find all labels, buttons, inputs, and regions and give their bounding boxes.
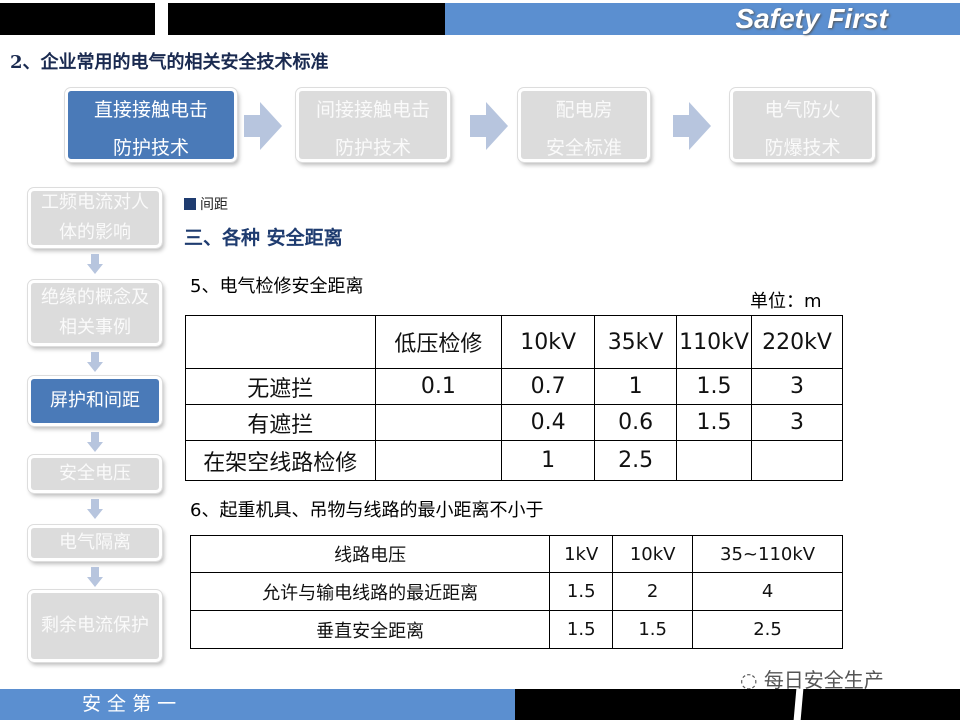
table-cell: 1.5 <box>676 404 753 441</box>
banner: Safety First <box>445 3 960 35</box>
down-arrow-icon <box>87 254 103 276</box>
column-header: 10kV <box>501 315 596 369</box>
footer-black <box>515 689 960 720</box>
table-cell: 3 <box>751 404 843 441</box>
table-cell: 允许与输电线路的最近距离 <box>189 572 551 611</box>
column-header: 220kV <box>751 315 843 369</box>
table-row: 无遮拦 0.1 0.7 1 1.5 3 <box>185 368 843 405</box>
down-arrow-icon <box>87 432 103 454</box>
process-line1: 电气防火 <box>764 99 841 121</box>
table-cell: 2.5 <box>594 440 678 481</box>
table-cell: 1 <box>594 368 678 405</box>
column-header: 35~110kV <box>692 535 843 573</box>
sidebar-item[interactable]: 电气隔离 <box>27 524 163 562</box>
process-line2: 防护技术 <box>112 137 189 159</box>
top-bar-black-mid <box>168 3 445 35</box>
sidebar-item[interactable]: 屏护和间距 <box>27 375 163 427</box>
sidebar-item-label: 安全电压 <box>59 463 131 484</box>
process-step[interactable]: 配电房 安全标准 <box>517 87 651 163</box>
down-arrow-icon <box>87 352 103 374</box>
bullet-label: 间距 <box>184 194 228 214</box>
table-cell: 无遮拦 <box>185 368 376 405</box>
table-cell: 0.1 <box>374 368 503 405</box>
column-header: 110kV <box>676 315 753 369</box>
wechat-icon: ◌ <box>740 668 758 692</box>
table-cell: 0.6 <box>594 404 678 441</box>
table-cell <box>374 404 503 441</box>
table-header-row: 低压检修 10kV 35kV 110kV 220kV <box>185 315 843 369</box>
right-arrow-icon <box>470 102 508 150</box>
table-cell <box>374 440 503 481</box>
right-arrow-icon <box>673 102 711 150</box>
sidebar-item-label: 绝缘的概念及相关事例 <box>41 287 149 338</box>
footer-text: 安 全 第 一 <box>82 693 177 715</box>
table-cell: 3 <box>751 368 843 405</box>
table-row: 垂直安全距离 1.5 1.5 2.5 <box>189 610 843 649</box>
watermark: ◌ 每日安全生产 <box>740 664 884 693</box>
sidebar-item-label: 剩余电流保护 <box>41 615 149 636</box>
table-cell <box>676 440 753 481</box>
sidebar-item-label: 屏护和间距 <box>50 390 140 411</box>
bullet-text: 间距 <box>200 197 228 213</box>
subheading-5: 5、电气检修安全距离 <box>190 276 364 297</box>
table-cell: 在架空线路检修 <box>185 440 376 481</box>
process-step[interactable]: 间接接触电击 防护技术 <box>295 87 451 163</box>
sidebar-item[interactable]: 安全电压 <box>27 454 163 494</box>
table-row: 允许与输电线路的最近距离 1.5 2 4 <box>189 572 843 611</box>
section-title: 2、企业常用的电气的相关安全技术标准 <box>10 52 329 73</box>
table-cell: 1.5 <box>676 368 753 405</box>
column-header: 35kV <box>594 315 678 369</box>
table-row: 在架空线路检修 1 2.5 <box>185 440 843 481</box>
maintenance-distance-table: 低压检修 10kV 35kV 110kV 220kV 无遮拦 0.1 0.7 1 1.5 3 有遮拦 0… <box>185 315 843 481</box>
table-cell: 垂直安全距离 <box>189 610 551 649</box>
column-header <box>185 315 376 369</box>
table-cell: 1 <box>501 440 596 481</box>
sidebar-item[interactable]: 绝缘的概念及相关事例 <box>27 279 163 347</box>
column-header: 10kV <box>612 535 694 573</box>
table-cell <box>751 440 843 481</box>
process-line1: 直接接触电击 <box>93 99 208 121</box>
unit-label: 单位：m <box>750 291 822 312</box>
top-bar-black-left <box>0 3 155 35</box>
process-line2: 防护技术 <box>334 137 411 159</box>
table-cell: 2.5 <box>692 610 843 649</box>
watermark-text: 每日安全生产 <box>763 668 884 692</box>
crane-distance-table: 线路电压 1kV 10kV 35~110kV 允许与输电线路的最近距离 1.5 2 4 垂直安全… <box>189 535 843 649</box>
table-cell: 1.5 <box>549 572 614 611</box>
process-step[interactable]: 直接接触电击 防护技术 <box>64 87 238 163</box>
table-cell: 4 <box>692 572 843 611</box>
process-step[interactable]: 电气防火 防爆技术 <box>729 87 876 163</box>
process-line1: 配电房 <box>555 99 613 121</box>
table-cell: 0.4 <box>501 404 596 441</box>
footer-bar: 安 全 第 一 <box>0 689 515 720</box>
table-row: 有遮拦 0.4 0.6 1.5 3 <box>185 404 843 441</box>
table-header-row: 线路电压 1kV 10kV 35~110kV <box>189 535 843 573</box>
process-line1: 间接接触电击 <box>315 99 430 121</box>
column-header: 低压检修 <box>374 315 503 369</box>
sidebar-item-label: 工频电流对人体的影响 <box>41 192 149 243</box>
table-cell: 1.5 <box>549 610 614 649</box>
subheading-6: 6、起重机具、吊物与线路的最小距离不小于 <box>190 500 544 521</box>
sidebar-item[interactable]: 工频电流对人体的影响 <box>27 187 163 249</box>
bullet-square-icon <box>184 198 196 210</box>
down-arrow-icon <box>87 499 103 521</box>
heading: 三、各种 安全距离 <box>184 227 343 249</box>
process-line2: 防爆技术 <box>764 137 841 159</box>
sidebar-item[interactable]: 剩余电流保护 <box>27 589 163 663</box>
process-line2: 安全标准 <box>545 137 622 159</box>
table-cell: 有遮拦 <box>185 404 376 441</box>
column-header: 线路电压 <box>189 535 551 573</box>
right-arrow-icon <box>244 102 282 150</box>
table-cell: 1.5 <box>612 610 694 649</box>
sidebar-item-label: 电气隔离 <box>59 532 131 553</box>
table-cell: 0.7 <box>501 368 596 405</box>
column-header: 1kV <box>549 535 614 573</box>
table-cell: 2 <box>612 572 694 611</box>
down-arrow-icon <box>87 567 103 589</box>
